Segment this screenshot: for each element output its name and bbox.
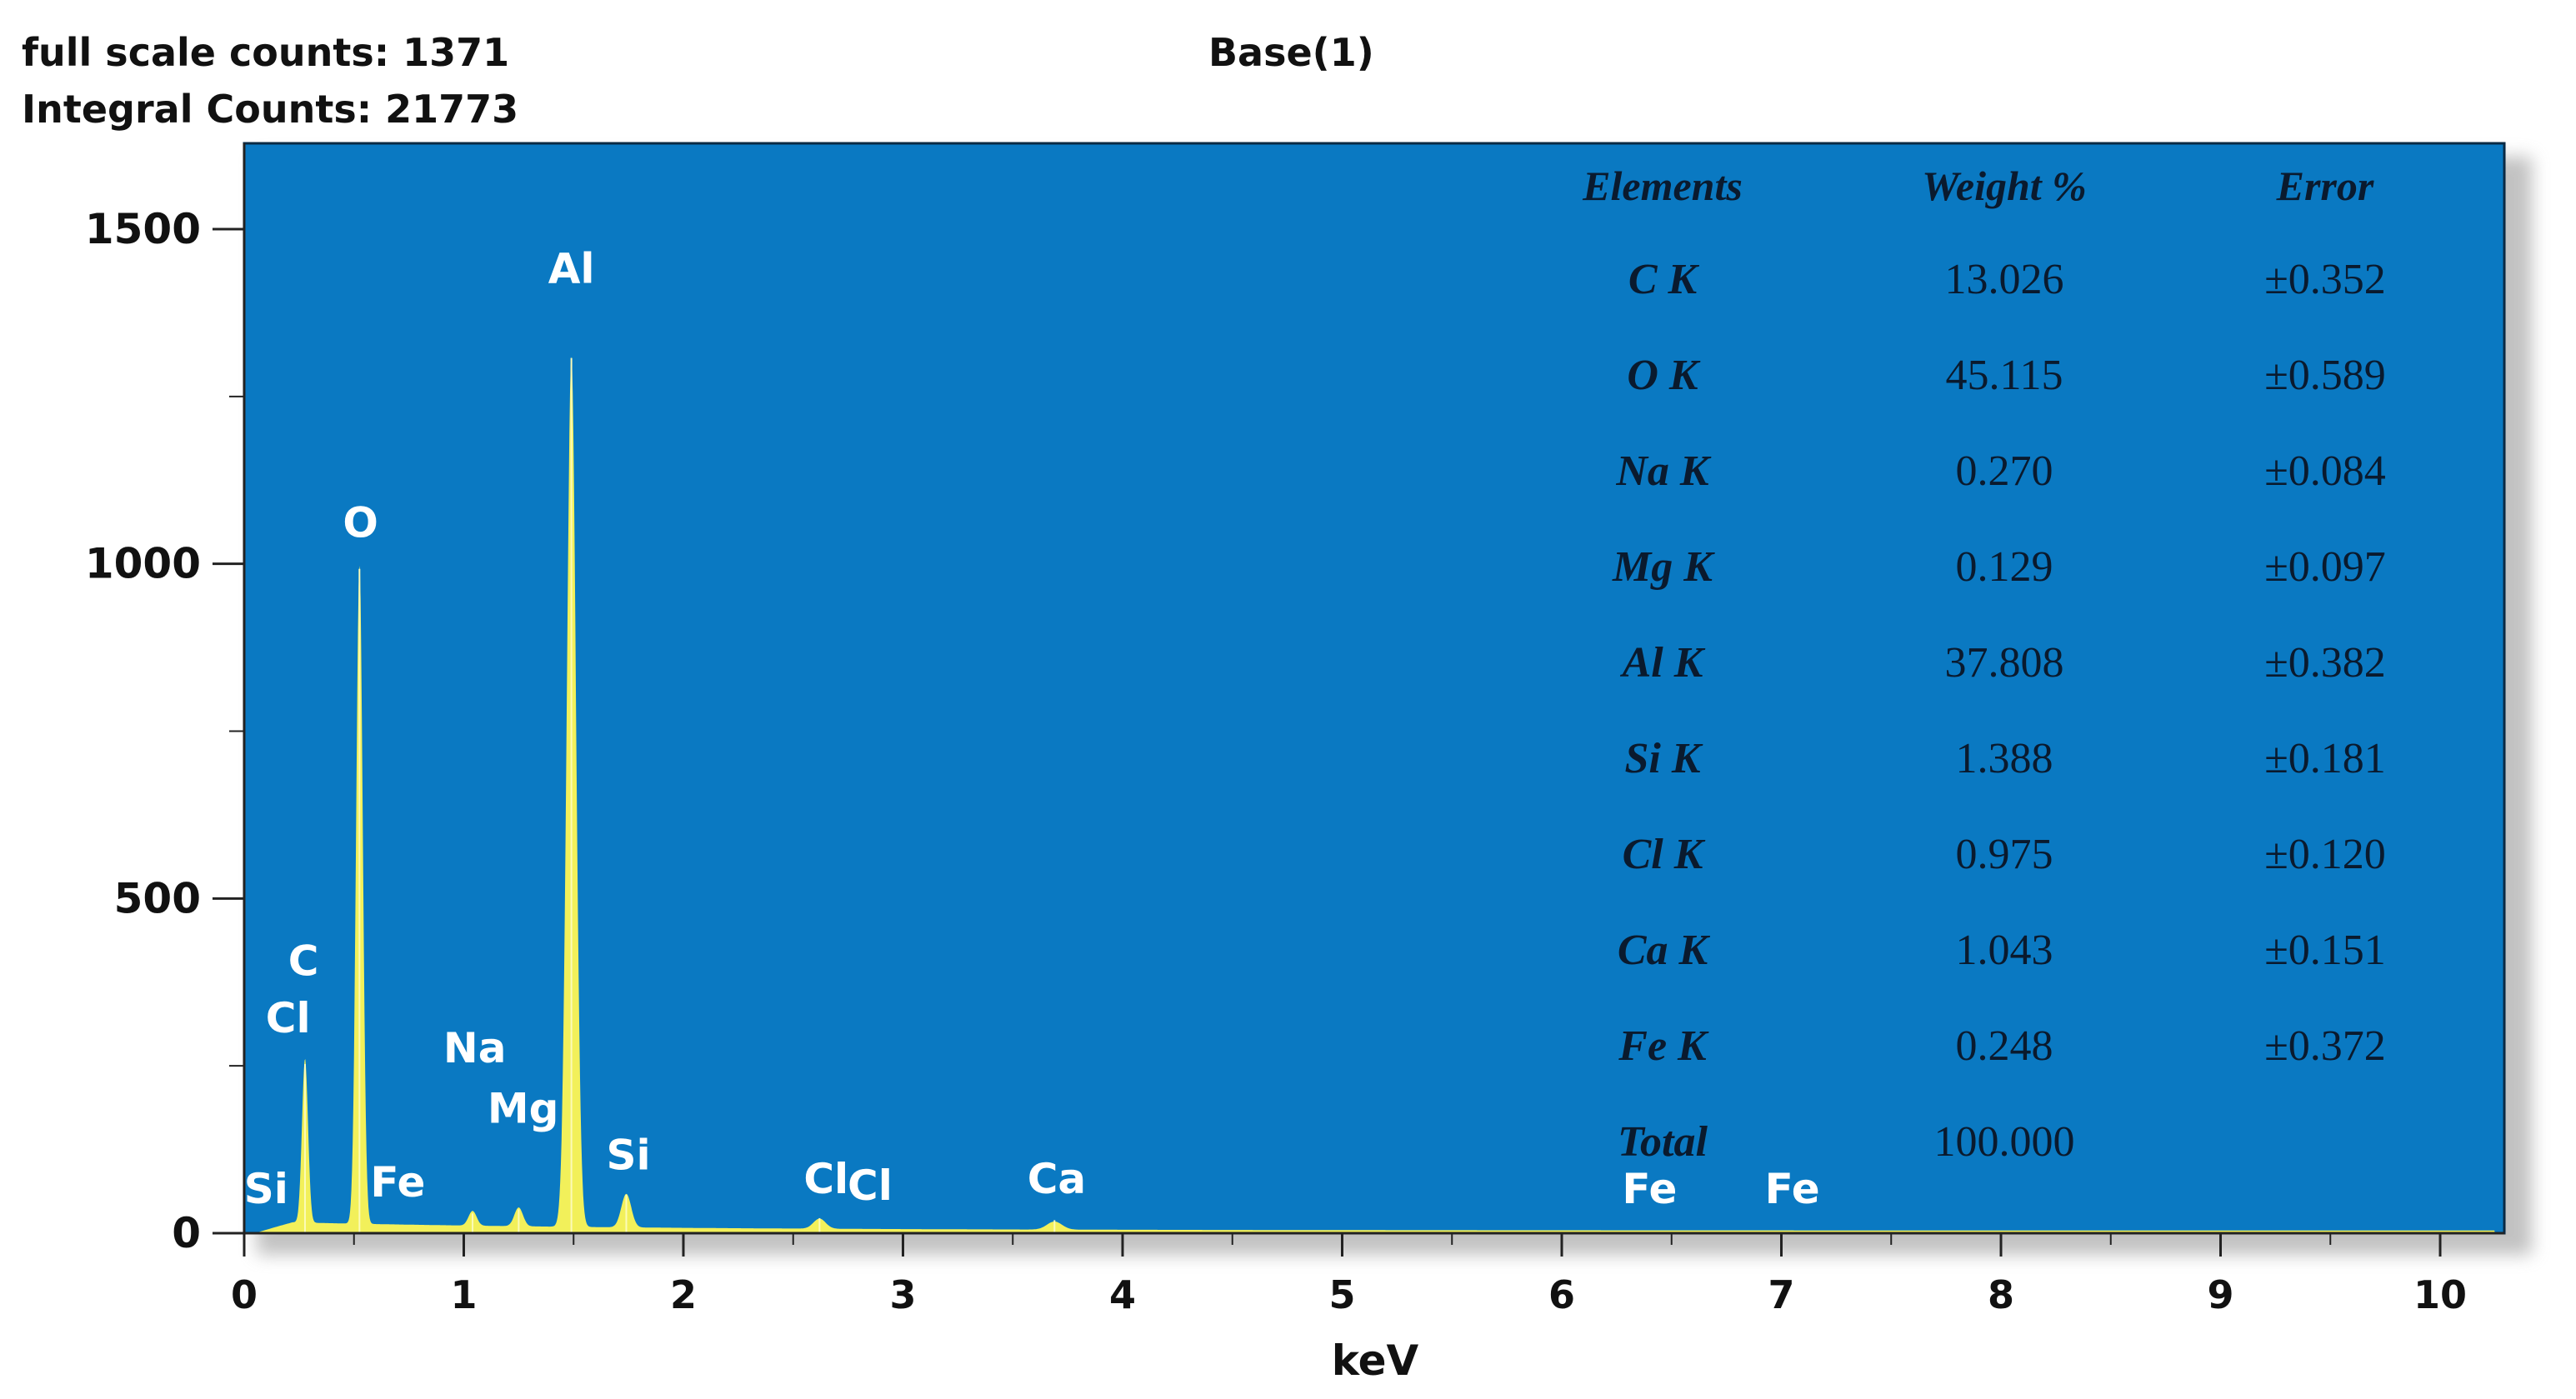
table-cell: Total <box>1618 1118 1708 1166</box>
x-tick-label: 7 <box>1768 1272 1794 1317</box>
table-cell: ±0.181 <box>2264 735 2386 782</box>
table-cell: Ca K <box>1618 927 1711 974</box>
table-cell: Cl K <box>1623 831 1706 878</box>
table-cell: ±0.084 <box>2264 447 2386 495</box>
table-cell: 100.000 <box>1934 1118 2075 1166</box>
table-cell: C K <box>1628 256 1700 303</box>
peak-label-o: O <box>343 499 378 547</box>
x-tick-label: 9 <box>2207 1272 2233 1317</box>
table-cell: Na K <box>1615 447 1712 495</box>
table-cell: ±0.382 <box>2264 639 2386 687</box>
table-cell: 0.129 <box>1956 543 2053 591</box>
x-tick-label: 8 <box>1988 1272 2014 1317</box>
spectrum-series <box>255 357 2495 1233</box>
x-tick-label: 0 <box>231 1272 258 1317</box>
y-tick-label: 0 <box>172 1209 201 1257</box>
table-cell: O K <box>1627 352 1701 399</box>
peak-label-si: Si <box>607 1132 651 1180</box>
x-tick-label: 4 <box>1109 1272 1136 1317</box>
chart-title: Base(1) <box>1208 30 1374 75</box>
table-cell: 1.043 <box>1956 927 2053 974</box>
y-tick-label: 500 <box>114 874 201 922</box>
table-header: Error <box>2276 162 2374 209</box>
table-cell: 13.026 <box>1945 256 2064 303</box>
y-tick-label: 1500 <box>85 205 201 253</box>
peak-label-fe: Fe <box>1622 1165 1677 1213</box>
peak-label-al: Al <box>548 244 595 292</box>
table-cell: 37.808 <box>1945 639 2064 687</box>
table-cell: ±0.097 <box>2264 543 2386 591</box>
table-cell: Mg K <box>1612 543 1715 591</box>
table-cell: 45.115 <box>1945 352 2063 399</box>
table-cell: 1.388 <box>1956 735 2053 782</box>
peak-label-fe: Fe <box>370 1158 425 1207</box>
y-tick-label: 1000 <box>85 540 201 588</box>
x-tick-label: 10 <box>2413 1272 2467 1317</box>
peak-label-fe: Fe <box>1765 1165 1820 1213</box>
plot-area <box>243 142 2506 1235</box>
table-cell: ±0.120 <box>2264 831 2386 878</box>
x-axis-label: keV <box>1332 1337 1419 1385</box>
table-cell: Si K <box>1624 735 1703 782</box>
table-cell: ±0.589 <box>2264 352 2386 399</box>
x-tick-label: 5 <box>1328 1272 1355 1317</box>
table-cell: ±0.352 <box>2264 256 2386 303</box>
table-cell: Fe K <box>1618 1022 1709 1070</box>
integral-counts: Integral Counts: 21773 <box>22 87 519 132</box>
peak-label-ca: Ca <box>1028 1155 1086 1203</box>
table-cell: 0.975 <box>1956 831 2053 878</box>
table-cell: ±0.151 <box>2264 927 2386 974</box>
x-tick-label: 2 <box>670 1272 697 1317</box>
x-tick-label: 1 <box>450 1272 477 1317</box>
table-cell: 0.270 <box>1956 447 2053 495</box>
table-header: Elements <box>1582 162 1743 209</box>
x-tick-label: 3 <box>889 1272 916 1317</box>
peak-label-c: C <box>288 937 319 986</box>
peak-label-si: Si <box>244 1165 288 1213</box>
table-cell: Al K <box>1620 639 1706 687</box>
table-cell: 0.248 <box>1956 1022 2053 1070</box>
peak-label-cl: Cl <box>848 1162 893 1210</box>
table-cell: ±0.372 <box>2264 1022 2386 1070</box>
table-header: Weight % <box>1922 162 2087 209</box>
peak-label-na: Na <box>443 1024 507 1072</box>
axes: 0 1 2 3 4 5 6 7 8 9 10 0 500 1000 1500 keV <box>85 143 2504 1385</box>
peak-label-cl: Cl <box>803 1155 848 1203</box>
full-scale-counts: full scale counts: 1371 <box>22 30 510 75</box>
peak-label-cl: Cl <box>266 994 311 1042</box>
x-tick-label: 6 <box>1548 1272 1575 1317</box>
peak-label-mg: Mg <box>488 1084 559 1132</box>
composition-table: Elements Weight % Error C K 13.026 ±0.352 O K 4… <box>1582 162 2386 1166</box>
